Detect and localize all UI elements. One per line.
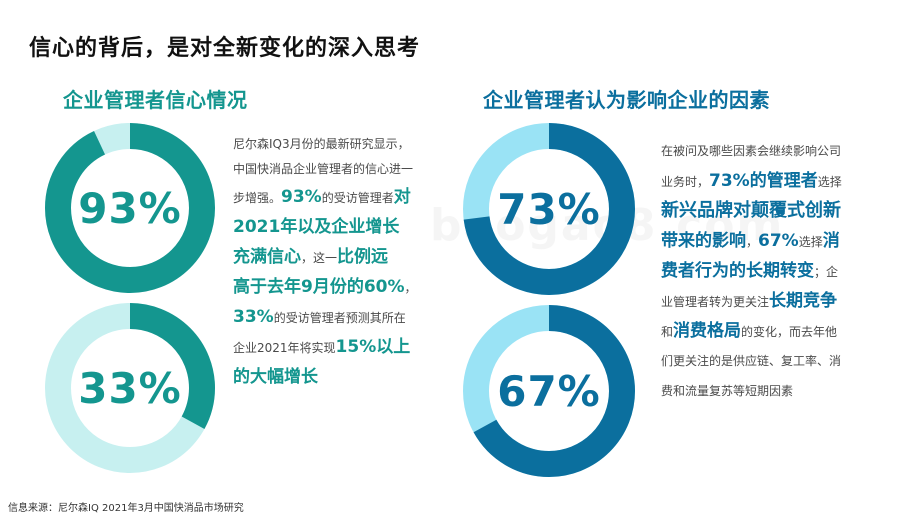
text-line: 费和流量复苏等短期因素 [661, 376, 886, 406]
text-run: 们更关注的是供应链、复工率、消 [661, 354, 842, 368]
highlight-text: 高于去年9月份的60% [233, 277, 405, 297]
donut-chart-33: 33% [44, 302, 216, 474]
text-run: 费和流量复苏等短期因素 [661, 384, 794, 398]
donut-value-arc [463, 123, 635, 295]
text-line: 费者行为的长期转变；企 [661, 256, 886, 286]
highlight-text: 67% [758, 231, 799, 251]
donut-svg [45, 303, 215, 473]
donut-value-label: 67% [497, 366, 601, 416]
text-run: 和 [661, 325, 674, 339]
text-line: 们更关注的是供应链、复工率、消 [661, 346, 886, 376]
text-line: 业务时，73%的管理者选择 [661, 166, 886, 196]
donut-value-label: 93% [78, 183, 182, 233]
right-panel-title: 企业管理者认为影响企业的因素 [483, 88, 770, 112]
text-run: 企业2021年将实现 [233, 341, 336, 355]
text-run: ；企 [814, 265, 839, 279]
text-line: 带来的影响，67%选择消 [661, 226, 886, 256]
text-line: 2021年以及企业增长 [233, 212, 448, 242]
text-run: ， [746, 235, 759, 249]
text-line: 33%的受访管理者预测其所在 [233, 302, 448, 332]
text-run: ，这一 [301, 251, 338, 265]
text-run: 业管理者转为更关注 [661, 295, 770, 309]
highlight-text: 充满信心 [233, 247, 301, 267]
text-run: 的受访管理者预测其所在 [273, 311, 406, 325]
highlight-text: 长期竞争 [769, 291, 838, 311]
donut-chart-93: 93% [44, 122, 216, 294]
donut-svg [45, 123, 215, 293]
donut-chart-67: 67% [462, 304, 636, 478]
donut-value-arc [45, 303, 215, 473]
text-line: 充满信心，这一比例远 [233, 242, 448, 272]
text-line: 和消费格局的变化，而去年他 [661, 316, 886, 346]
page-title: 信心的背后，是对全新变化的深入思考 [29, 36, 421, 61]
text-line: 步增强。93%的受访管理者对 [233, 182, 448, 212]
text-line: 在被问及哪些因素会继续影响公司 [661, 136, 886, 166]
source-note: 信息来源：尼尔森IQ 2021年3月中国快消品市场研究 [8, 503, 244, 514]
donut-value-arc [45, 123, 215, 293]
text-run: 尼尔森IQ3月份的最新研究显示， [233, 137, 410, 151]
text-line: 新兴品牌对颠覆式创新 [661, 196, 886, 226]
text-run: 的受访管理者 [321, 191, 394, 205]
highlight-text: 73%的管理者 [709, 171, 818, 191]
highlight-text: 2021年以及企业增长 [233, 217, 400, 237]
highlight-text: 15%以上 [335, 337, 411, 357]
text-run: 选择 [817, 175, 842, 189]
donut-value-arc [463, 305, 635, 477]
highlight-text: 带来的影响 [661, 231, 746, 251]
text-run: 的变化，而去年他 [741, 325, 838, 339]
text-line: 中国快消品企业管理者的信心进一 [233, 157, 448, 182]
highlight-text: 的大幅增长 [233, 367, 318, 387]
text-run: ， [404, 281, 417, 295]
highlight-text: 新兴品牌对颠覆式创新 [661, 200, 841, 221]
text-line: 高于去年9月份的60%， [233, 272, 448, 302]
highlight-text: 33% [233, 307, 274, 327]
text-run: 步增强。 [233, 191, 282, 205]
text-run: 选择 [798, 235, 823, 249]
text-line: 尼尔森IQ3月份的最新研究显示， [233, 132, 448, 157]
text-run: 中国快消品企业管理者的信心进一 [233, 162, 414, 176]
text-line: 企业2021年将实现15%以上 [233, 332, 448, 362]
highlight-text: 消费格局 [673, 321, 742, 341]
text-run: 业务时， [661, 175, 710, 189]
donut-value-label: 73% [497, 184, 601, 234]
highlight-text: 93% [281, 187, 322, 207]
highlight-text: 费者行为的长期转变 [661, 261, 814, 281]
highlight-text: 比例远 [337, 247, 389, 267]
text-run: 在被问及哪些因素会继续影响公司 [661, 144, 842, 158]
highlight-text: 消 [822, 231, 840, 251]
donut-chart-73: 73% [462, 122, 636, 296]
donut-svg [463, 305, 635, 477]
donut-svg [463, 123, 635, 295]
text-line: 的大幅增长 [233, 362, 448, 392]
text-line: 业管理者转为更关注长期竞争 [661, 286, 886, 316]
left-description: 尼尔森IQ3月份的最新研究显示， 中国快消品企业管理者的信心进一 步增强。93%… [233, 132, 448, 392]
donut-value-label: 33% [78, 363, 182, 413]
right-description: 在被问及哪些因素会继续影响公司 业务时，73%的管理者选择 新兴品牌对颠覆式创新… [661, 136, 886, 406]
highlight-text: 对 [393, 187, 411, 207]
left-panel-title: 企业管理者信心情况 [63, 88, 248, 112]
